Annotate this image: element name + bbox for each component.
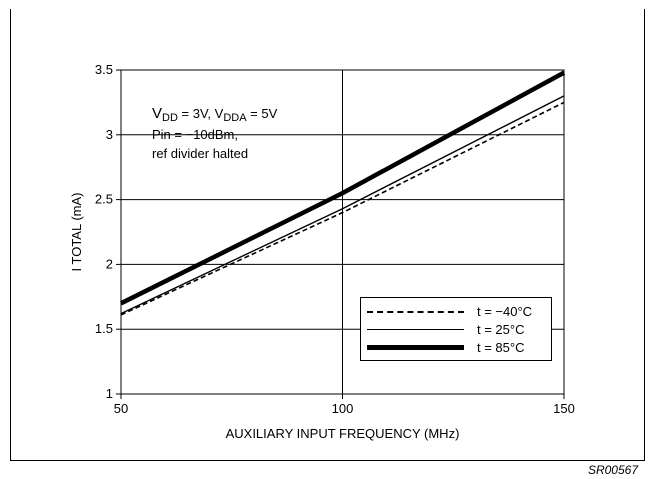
y-tick-label: 1.5 (95, 321, 113, 336)
x-tick-label: 100 (332, 401, 354, 416)
annotation-end: = 5V (246, 106, 278, 121)
legend-item-25: t = 25°C (367, 322, 547, 338)
series-line-0 (120, 101, 565, 316)
legend-item-85: t = 85°C (367, 340, 547, 356)
series-line-2 (119, 70, 566, 306)
legend-swatch-thick (367, 345, 464, 350)
y-tick-label: 1 (106, 386, 113, 401)
annotation-sub-dda: DDA (223, 112, 247, 124)
figure-code: SR00567 (587, 463, 638, 477)
annotation-v1: V (152, 105, 163, 122)
figure-frame (10, 9, 645, 461)
annotation-mid: = 3V, V (177, 106, 224, 121)
annotation-divider: ref divider halted (152, 146, 249, 161)
annotation-voltage: VDD = 3V, VDDA = 5V (152, 104, 277, 125)
plot-area-border (120, 69, 565, 395)
x-tick-label: 50 (114, 401, 128, 416)
legend-label-minus40: t = −40°C (477, 304, 533, 319)
legend-swatch-dashed (367, 311, 464, 313)
annotation-sub-dd: DD (162, 112, 178, 124)
y-axis-label: I TOTAL (mA) (69, 193, 84, 272)
x-tick-label: 150 (553, 401, 575, 416)
x-axis-label: AUXILIARY INPUT FREQUENCY (MHz) (226, 426, 460, 441)
annotation-pin: Pin = −10dBm, (152, 127, 238, 142)
legend-label-85: t = 85°C (477, 340, 525, 355)
y-tick-label: 2 (106, 256, 113, 271)
y-tick-label: 3.5 (95, 62, 113, 77)
test-conditions-annotation: VDD = 3V, VDDA = 5V Pin = −10dBm, ref di… (152, 104, 277, 163)
series-line-1 (120, 95, 565, 315)
y-tick-label: 3 (106, 127, 113, 142)
y-tick-label: 2.5 (95, 192, 113, 207)
chart-legend: t = −40°C t = 25°C t = 85°C (360, 297, 552, 361)
legend-item-minus40: t = −40°C (367, 304, 547, 320)
legend-label-25: t = 25°C (477, 322, 525, 337)
legend-swatch-thin (367, 329, 464, 330)
